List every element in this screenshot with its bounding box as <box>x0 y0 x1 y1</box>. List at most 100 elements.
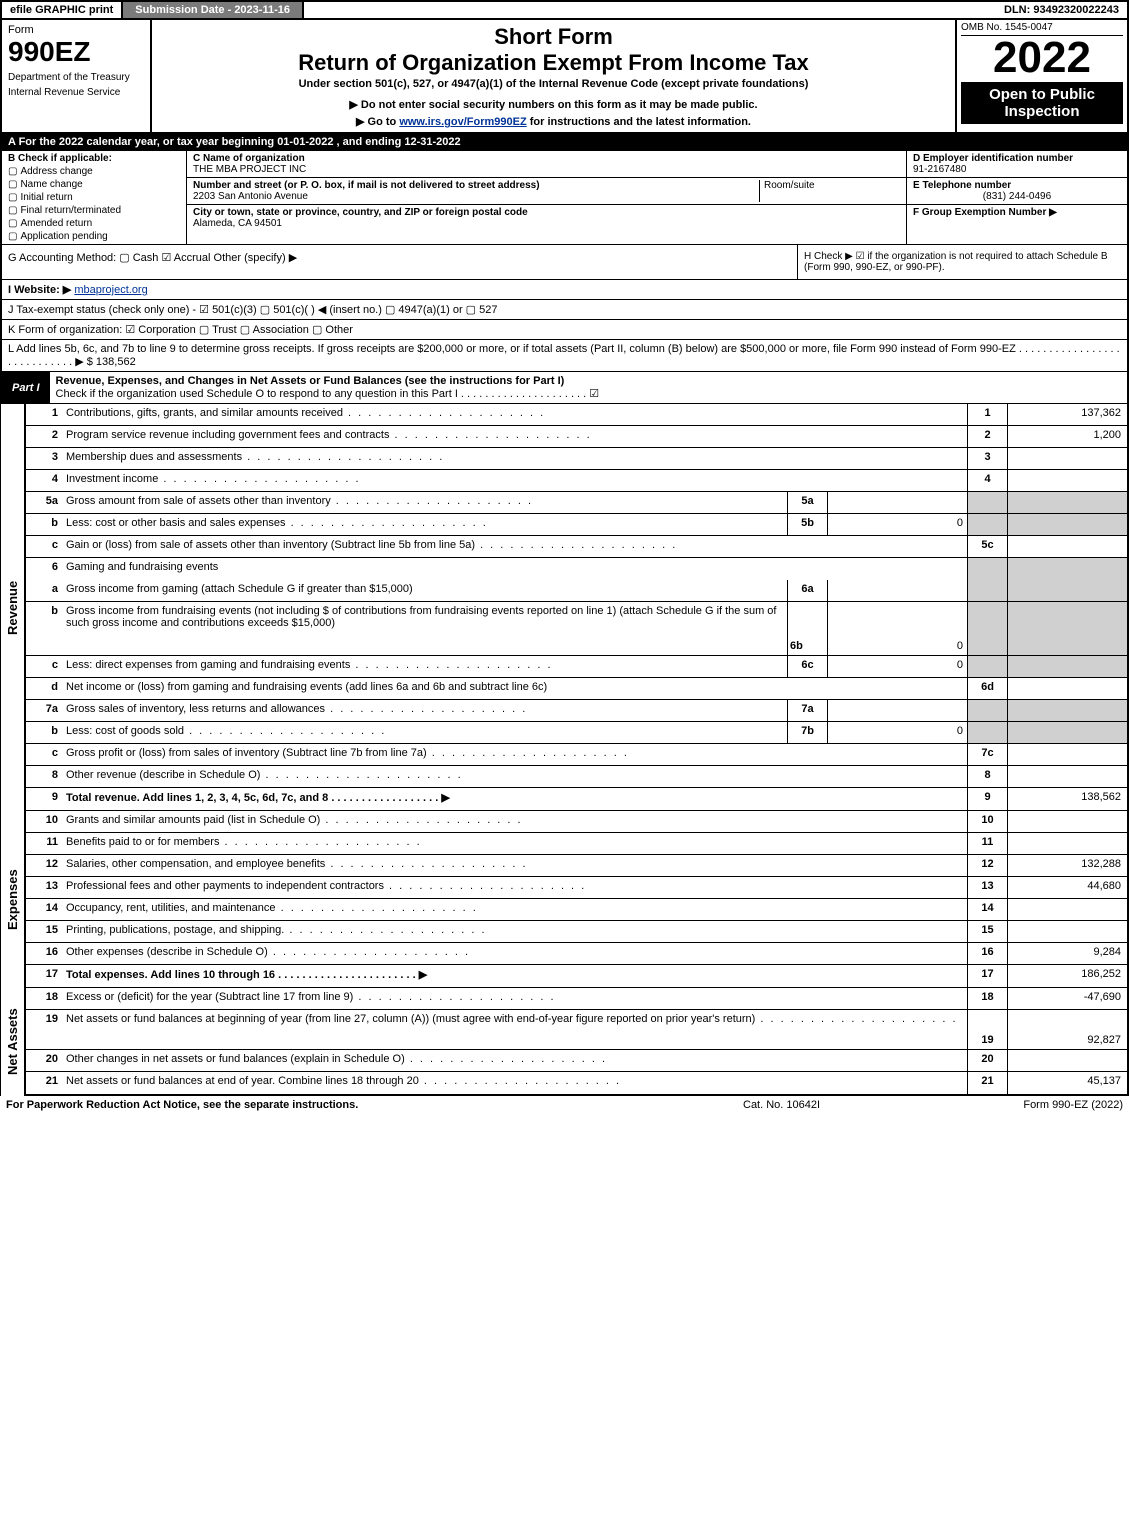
line-3-value <box>1007 448 1127 469</box>
header-right: OMB No. 1545-0047 2022 Open to Public In… <box>957 20 1127 132</box>
chk-application-pending[interactable]: Application pending <box>8 231 180 242</box>
line-12-value: 132,288 <box>1007 855 1127 876</box>
chk-initial-return[interactable]: Initial return <box>8 192 180 203</box>
line-5b: b Less: cost or other basis and sales ex… <box>26 514 1127 536</box>
line-12: 12 Salaries, other compensation, and emp… <box>26 855 1127 877</box>
irs-link[interactable]: www.irs.gov/Form990EZ <box>399 116 526 128</box>
chk-final-return[interactable]: Final return/terminated <box>8 205 180 216</box>
line-5a-value <box>827 492 967 513</box>
chk-address-change[interactable]: Address change <box>8 166 180 177</box>
street-cell: Number and street (or P. O. box, if mail… <box>193 180 760 202</box>
ein-value: 91-2167480 <box>913 164 1121 175</box>
line-13-value: 44,680 <box>1007 877 1127 898</box>
line-17-value: 186,252 <box>1007 965 1127 987</box>
street-label: Number and street (or P. O. box, if mail… <box>193 180 759 191</box>
city-cell: City or town, state or province, country… <box>187 205 906 231</box>
dln: DLN: 93492320022243 <box>996 2 1127 18</box>
line-1-value: 137,362 <box>1007 404 1127 425</box>
line-5c: c Gain or (loss) from sale of assets oth… <box>26 536 1127 558</box>
line-4: 4 Investment income 4 <box>26 470 1127 492</box>
line-16-value: 9,284 <box>1007 943 1127 964</box>
ein-cell: D Employer identification number 91-2167… <box>907 151 1127 178</box>
expenses-side-label: Expenses <box>0 811 26 988</box>
line-16: 16 Other expenses (describe in Schedule … <box>26 943 1127 965</box>
line-6c: c Less: direct expenses from gaming and … <box>26 656 1127 678</box>
form-header: Form 990EZ Department of the Treasury In… <box>0 20 1129 134</box>
line-19: 19 Net assets or fund balances at beginn… <box>26 1010 1127 1050</box>
line-2-value: 1,200 <box>1007 426 1127 447</box>
header-center: Short Form Return of Organization Exempt… <box>152 20 957 132</box>
line-7c-value <box>1007 744 1127 765</box>
col-c-org-info: C Name of organization THE MBA PROJECT I… <box>187 151 907 244</box>
line-5a: 5a Gross amount from sale of assets othe… <box>26 492 1127 514</box>
page-footer: For Paperwork Reduction Act Notice, see … <box>0 1096 1129 1114</box>
line-20-value <box>1007 1050 1127 1071</box>
part-i-title: Revenue, Expenses, and Changes in Net As… <box>50 372 1127 403</box>
col-b-checkboxes: B Check if applicable: Address change Na… <box>2 151 187 244</box>
accounting-method: G Accounting Method: ▢ Cash ☑ Accrual Ot… <box>2 245 797 279</box>
line-19-value: 92,827 <box>1007 1010 1127 1049</box>
line-8-value <box>1007 766 1127 787</box>
form-label: Form <box>8 24 144 36</box>
dept-treasury: Department of the Treasury <box>8 72 144 83</box>
tel-value: (831) 244-0496 <box>913 191 1121 202</box>
ein-label: D Employer identification number <box>913 153 1121 164</box>
line-11-value <box>1007 833 1127 854</box>
line-18-value: -47,690 <box>1007 988 1127 1009</box>
line-8: 8 Other revenue (describe in Schedule O)… <box>26 766 1127 788</box>
line-6a-value <box>827 580 967 601</box>
line-7b-value: 0 <box>827 722 967 743</box>
line-6d: d Net income or (loss) from gaming and f… <box>26 678 1127 700</box>
tel-cell: E Telephone number (831) 244-0496 <box>907 178 1127 205</box>
line-6c-value: 0 <box>827 656 967 677</box>
topbar: efile GRAPHIC print Submission Date - 20… <box>0 0 1129 20</box>
goto-note: ▶ Go to www.irs.gov/Form990EZ for instru… <box>158 115 949 128</box>
under-section: Under section 501(c), 527, or 4947(a)(1)… <box>158 78 949 90</box>
line-15: 15 Printing, publications, postage, and … <box>26 921 1127 943</box>
tel-label: E Telephone number <box>913 180 1121 191</box>
line-20: 20 Other changes in net assets or fund b… <box>26 1050 1127 1072</box>
line-6: 6 Gaming and fundraising events <box>26 558 1127 580</box>
row-j-tax-exempt: J Tax-exempt status (check only one) - ☑… <box>0 300 1129 320</box>
footer-cat-no: Cat. No. 10642I <box>743 1099 943 1111</box>
revenue-section: Revenue 1 Contributions, gifts, grants, … <box>0 404 1129 811</box>
line-4-value <box>1007 470 1127 491</box>
part-i-header: Part I Revenue, Expenses, and Changes in… <box>0 372 1129 404</box>
col-b-header: B Check if applicable: <box>8 153 180 164</box>
line-21: 21 Net assets or fund balances at end of… <box>26 1072 1127 1094</box>
line-21-value: 45,137 <box>1007 1072 1127 1094</box>
line-9: 9 Total revenue. Add lines 1, 2, 3, 4, 5… <box>26 788 1127 810</box>
row-g-h: G Accounting Method: ▢ Cash ☑ Accrual Ot… <box>0 245 1129 280</box>
line-14: 14 Occupancy, rent, utilities, and maint… <box>26 899 1127 921</box>
row-l-gross-receipts: L Add lines 5b, 6c, and 7b to line 9 to … <box>0 340 1129 372</box>
line-15-value <box>1007 921 1127 942</box>
group-exemption-cell: F Group Exemption Number ▶ <box>907 205 1127 220</box>
line-13: 13 Professional fees and other payments … <box>26 877 1127 899</box>
line-7a-value <box>827 700 967 721</box>
submission-date: Submission Date - 2023-11-16 <box>123 2 304 18</box>
line-3: 3 Membership dues and assessments 3 <box>26 448 1127 470</box>
block-b-through-f: B Check if applicable: Address change Na… <box>0 151 1129 245</box>
website-link[interactable]: mbaproject.org <box>74 284 147 296</box>
org-name: THE MBA PROJECT INC <box>193 164 900 175</box>
col-d-e-f: D Employer identification number 91-2167… <box>907 151 1127 244</box>
line-6a: a Gross income from gaming (attach Sched… <box>26 580 1127 602</box>
city-value: Alameda, CA 94501 <box>193 218 900 229</box>
chk-amended-return[interactable]: Amended return <box>8 218 180 229</box>
chk-name-change[interactable]: Name change <box>8 179 180 190</box>
group-exemption-label: F Group Exemption Number ▶ <box>913 207 1121 218</box>
return-title: Return of Organization Exempt From Incom… <box>158 50 949 76</box>
footer-paperwork: For Paperwork Reduction Act Notice, see … <box>6 1099 743 1111</box>
short-form-title: Short Form <box>158 24 949 50</box>
line-5b-value: 0 <box>827 514 967 535</box>
city-label: City or town, state or province, country… <box>193 207 900 218</box>
line-7a: 7a Gross sales of inventory, less return… <box>26 700 1127 722</box>
room-label: Room/suite <box>764 180 815 191</box>
line-10-value <box>1007 811 1127 832</box>
org-name-cell: C Name of organization THE MBA PROJECT I… <box>187 151 906 178</box>
line-6b-value: 0 <box>827 602 967 655</box>
line-6b: b Gross income from fundraising events (… <box>26 602 1127 656</box>
line-18: 18 Excess or (deficit) for the year (Sub… <box>26 988 1127 1010</box>
revenue-side-label: Revenue <box>0 404 26 811</box>
line-9-value: 138,562 <box>1007 788 1127 810</box>
